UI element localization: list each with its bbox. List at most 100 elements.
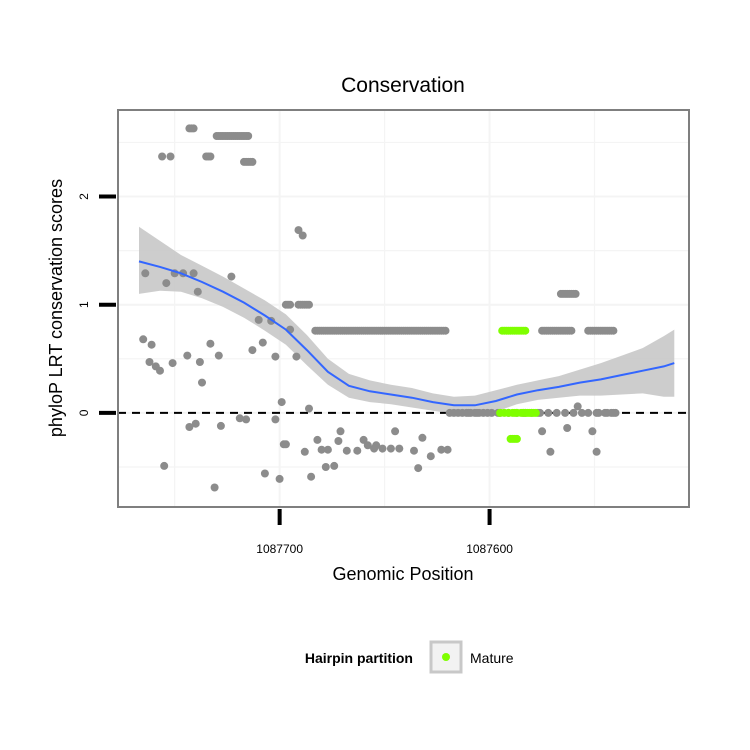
point-other-100 [244,132,253,140]
point-other-53 [372,441,381,450]
point-other-187 [567,326,576,335]
point-other-46 [334,437,343,445]
x-axis-title: Genomic Position [332,564,473,584]
point-other-103 [286,300,295,309]
point-other-25 [258,338,267,347]
point-other-75 [189,124,198,133]
point-other-238 [594,408,603,417]
point-other-243 [607,408,616,417]
point-other-200 [609,326,618,335]
point-other-71 [195,358,204,366]
point-other-67 [573,402,582,411]
point-other-40 [307,472,316,481]
point-other-45 [330,461,339,470]
legend-title: Hairpin partition [305,650,413,666]
plot-panel [117,109,690,508]
point-other-37 [298,231,307,240]
point-other-2 [147,340,156,349]
y-axis: 0 1 2 [77,193,116,416]
point-other-220 [475,408,484,417]
point-other-62 [437,445,446,454]
point-other-55 [386,444,395,453]
point-other-13 [189,269,198,278]
point-other-29 [271,415,280,424]
point-other-109 [305,300,313,309]
point-other-84 [248,157,257,166]
point-other-51 [363,441,372,450]
point-other-72 [254,315,263,324]
y-tick-label-0: 0 [77,409,91,416]
point-other-42 [317,445,326,454]
point-other-223 [449,408,458,417]
point-other-229 [552,408,561,417]
point-other-79 [206,152,215,161]
smooth-trend-line [138,260,675,407]
point-other-49 [353,446,362,455]
point-other-41 [313,435,322,444]
point-other-19 [214,351,223,360]
point-other-228 [544,408,553,417]
point-other-58 [410,446,418,455]
point-other-38 [300,447,309,456]
point-other-14 [191,419,200,428]
legend-dot-mature [442,653,450,661]
point-other-219 [483,408,492,417]
y-tick-label-2: 2 [77,193,91,200]
point-other-63 [443,445,452,454]
x-tick-label-1: 1087600 [466,542,513,556]
y-axis-title: phyloP LRT conservation scores [46,179,66,437]
point-other-17 [206,339,215,348]
point-other-172 [441,326,450,335]
point-other-31 [277,398,286,407]
point-mature-25 [521,326,530,335]
smooth-line-layer [138,260,675,407]
point-other-24 [248,346,257,355]
point-other-0 [141,269,150,278]
point-other-57 [395,444,404,453]
chart-title: Conservation [341,74,465,97]
point-other-7 [162,279,171,288]
point-other-39 [305,404,313,413]
point-other-4 [156,366,164,375]
x-tick-label-0: 1087700 [256,542,303,556]
point-other-22 [235,414,244,423]
point-other-50 [359,435,368,444]
point-other-28 [271,352,280,361]
point-other-231 [569,408,578,417]
legend: Hairpin partition Mature [305,640,514,674]
point-other-18 [210,483,219,492]
point-other-221 [466,408,475,417]
point-other-56 [391,427,400,436]
point-other-222 [458,408,467,417]
point-other-21 [227,272,236,281]
point-other-70 [139,335,148,344]
point-other-23 [242,415,251,424]
point-other-35 [292,352,301,361]
point-other-66 [563,424,572,432]
point-other-11 [183,351,192,360]
point-other-8 [168,359,177,368]
point-other-65 [546,447,555,456]
panel-background [118,110,689,507]
point-other-1 [145,358,154,366]
point-other-208 [571,289,580,298]
point-other-15 [193,287,202,296]
legend-label-mature: Mature [470,650,514,666]
point-other-30 [275,474,284,483]
point-other-69 [592,447,601,456]
point-other-61 [426,452,435,461]
x-axis: 1087700 1087600 [256,509,513,556]
point-other-48 [342,446,351,455]
point-other-5 [158,152,167,161]
point-other-64 [538,427,547,436]
point-other-241 [577,408,586,417]
point-other-232 [584,408,593,417]
point-other-76 [166,152,175,161]
point-mature-29 [512,434,521,443]
point-mature-13 [531,408,540,417]
panel-border [117,109,690,508]
point-other-6 [160,461,169,470]
point-other-20 [216,421,225,430]
point-other-54 [378,444,387,453]
